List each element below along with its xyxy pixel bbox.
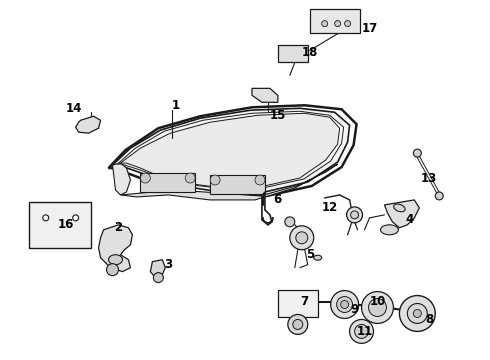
Circle shape — [293, 319, 303, 329]
Circle shape — [407, 303, 427, 323]
Circle shape — [362, 292, 393, 323]
Ellipse shape — [108, 255, 122, 265]
Text: 16: 16 — [57, 218, 74, 231]
Circle shape — [341, 301, 348, 309]
Polygon shape — [75, 116, 100, 133]
Text: 8: 8 — [425, 313, 434, 326]
Text: 17: 17 — [362, 22, 378, 35]
Text: 18: 18 — [301, 46, 318, 59]
Circle shape — [210, 175, 220, 185]
Polygon shape — [210, 175, 265, 194]
Text: 4: 4 — [405, 213, 414, 226]
Text: 10: 10 — [369, 295, 386, 308]
Circle shape — [43, 215, 49, 221]
Text: 13: 13 — [421, 171, 438, 185]
Polygon shape — [310, 9, 360, 32]
Polygon shape — [385, 200, 419, 228]
Circle shape — [153, 273, 163, 283]
Text: 7: 7 — [301, 295, 309, 308]
Circle shape — [368, 298, 387, 316]
Circle shape — [288, 315, 308, 334]
Circle shape — [399, 296, 435, 332]
Circle shape — [285, 217, 295, 227]
Circle shape — [350, 211, 359, 219]
Ellipse shape — [314, 255, 322, 260]
Polygon shape — [278, 45, 308, 62]
Polygon shape — [29, 202, 91, 248]
Circle shape — [344, 21, 350, 27]
Text: 12: 12 — [321, 201, 338, 215]
Text: 11: 11 — [356, 325, 373, 338]
Text: 14: 14 — [66, 102, 82, 115]
Polygon shape — [278, 289, 318, 318]
Ellipse shape — [380, 225, 398, 235]
Polygon shape — [113, 108, 349, 192]
Circle shape — [255, 175, 265, 185]
Ellipse shape — [393, 204, 405, 212]
Circle shape — [335, 21, 341, 27]
Circle shape — [106, 264, 119, 276]
Text: 9: 9 — [350, 303, 359, 316]
Circle shape — [296, 232, 308, 244]
Text: 15: 15 — [270, 109, 286, 122]
Circle shape — [355, 324, 368, 338]
Circle shape — [346, 207, 363, 223]
Circle shape — [141, 173, 150, 183]
Polygon shape — [113, 163, 130, 195]
Polygon shape — [252, 88, 278, 102]
Text: 2: 2 — [115, 221, 122, 234]
Polygon shape — [141, 173, 195, 192]
Circle shape — [331, 291, 359, 319]
Polygon shape — [121, 164, 338, 200]
Circle shape — [349, 319, 373, 343]
Polygon shape — [98, 225, 132, 272]
Circle shape — [322, 21, 328, 27]
Text: 6: 6 — [274, 193, 282, 206]
Circle shape — [185, 173, 195, 183]
Text: 3: 3 — [164, 258, 172, 271]
Text: 1: 1 — [171, 99, 179, 112]
Circle shape — [414, 149, 421, 157]
Text: 5: 5 — [306, 248, 314, 261]
Circle shape — [73, 215, 78, 221]
Circle shape — [435, 192, 443, 200]
Circle shape — [414, 310, 421, 318]
Polygon shape — [150, 260, 165, 278]
Polygon shape — [121, 113, 340, 187]
Circle shape — [290, 226, 314, 250]
Circle shape — [337, 297, 353, 312]
